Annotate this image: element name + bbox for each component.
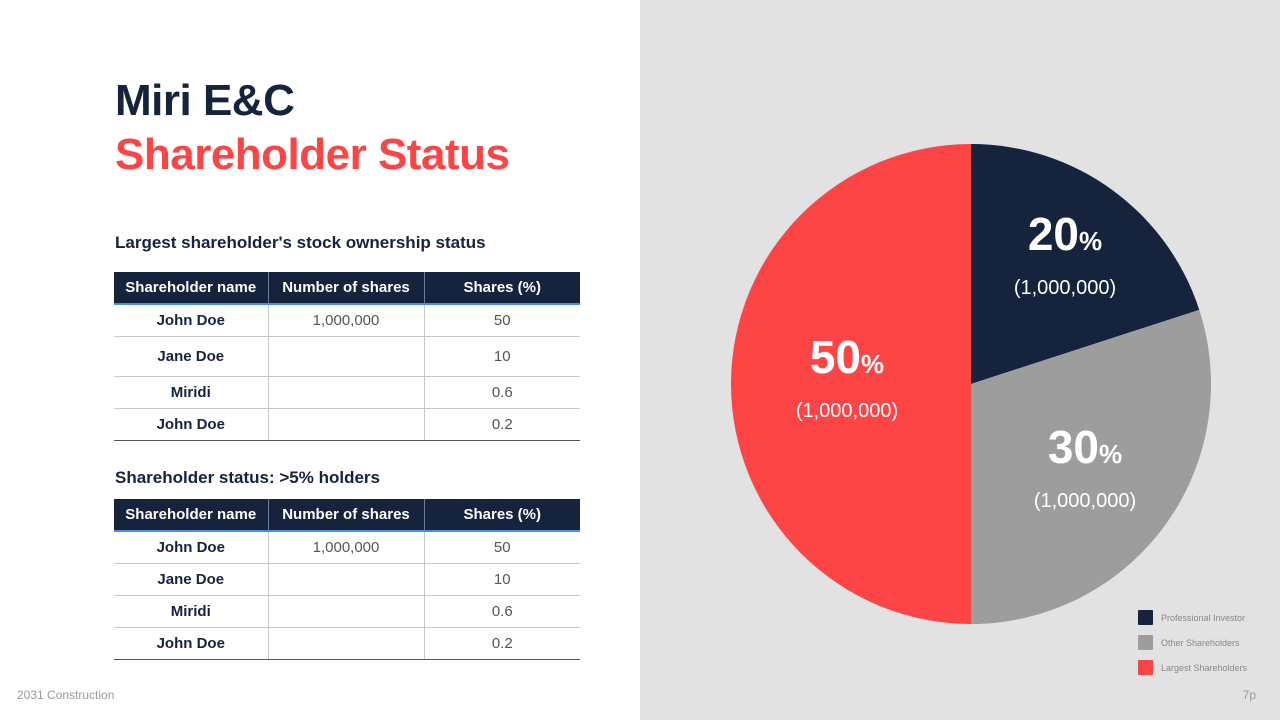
slice-percent-label: 20% xyxy=(1028,208,1102,260)
number-of-shares-cell xyxy=(267,336,424,377)
number-of-shares-cell: 1,000,000 xyxy=(267,531,424,564)
legend-item: Professional Investor xyxy=(1138,605,1247,630)
shares-percent-cell: 0.2 xyxy=(423,408,580,441)
page-subtitle: Shareholder Status xyxy=(115,130,510,179)
column-header: Number of shares xyxy=(267,272,424,305)
number-of-shares-cell: 1,000,000 xyxy=(267,304,424,337)
slice-percent-label: 30% xyxy=(1048,421,1122,473)
number-of-shares-cell xyxy=(267,595,424,628)
slice-count-label: (1,000,000) xyxy=(796,400,898,422)
legend-item: Other Shareholders xyxy=(1138,630,1247,655)
shareholder-name-cell: Miridi xyxy=(114,595,268,628)
legend-swatch xyxy=(1138,635,1153,650)
legend-swatch xyxy=(1138,610,1153,625)
page-title: Miri E&C xyxy=(115,76,295,125)
number-of-shares-cell xyxy=(267,563,424,596)
section-heading-largest: Largest shareholder's stock ownership st… xyxy=(115,233,486,252)
column-header: Shareholder name xyxy=(114,499,268,532)
slice-percent-label: 50% xyxy=(810,331,884,383)
shareholder-name-cell: John Doe xyxy=(114,531,268,564)
shares-percent-cell: 10 xyxy=(423,563,580,596)
legend-label: Other Shareholders xyxy=(1161,637,1240,648)
table-row: John Doe 1,000,000 50 xyxy=(114,304,580,337)
page-number: 7p xyxy=(1242,688,1256,702)
table-row: Miridi 0.6 xyxy=(114,595,580,628)
pie-chart: 20% (1,000,000) 30% (1,000,000) 50% (1,000,00… xyxy=(731,144,1211,624)
slice-count-label: (1,000,000) xyxy=(1034,490,1136,512)
largest-shareholder-table: Shareholder name Number of shares Shares… xyxy=(114,272,580,441)
table-row: John Doe 1,000,000 50 xyxy=(114,531,580,564)
shareholder-name-cell: John Doe xyxy=(114,408,268,441)
legend-label: Largest Shareholders xyxy=(1161,662,1248,673)
footer-company: 2031 Construction xyxy=(17,688,115,702)
number-of-shares-cell xyxy=(267,376,424,409)
legend-swatch xyxy=(1138,660,1153,675)
table-header-row: Shareholder name Number of shares Shares… xyxy=(114,499,580,532)
column-header: Number of shares xyxy=(267,499,424,532)
shares-percent-cell: 0.6 xyxy=(423,376,580,409)
pie-slice-other-shareholders xyxy=(971,309,1211,624)
chart-legend: Professional Investor Other Shareholders… xyxy=(1138,605,1247,680)
slice-count-label: (1,000,000) xyxy=(1014,277,1116,299)
holders-over-5-table: Shareholder name Number of shares Shares… xyxy=(114,499,580,660)
column-header: Shares (%) xyxy=(423,499,580,532)
column-header: Shares (%) xyxy=(423,272,580,305)
shareholder-name-cell: Miridi xyxy=(114,376,268,409)
table-row: Miridi 0.6 xyxy=(114,376,580,409)
pie-slice-professional-investor xyxy=(971,144,1200,384)
content-panel: Miri E&C Shareholder Status Largest shar… xyxy=(17,76,580,702)
legend-item: Largest Shareholders xyxy=(1138,655,1247,680)
shares-percent-cell: 50 xyxy=(423,531,580,564)
shares-percent-cell: 0.6 xyxy=(423,595,580,628)
table-header-row: Shareholder name Number of shares Shares… xyxy=(114,272,580,305)
section-heading-holders: Shareholder status: >5% holders xyxy=(115,468,380,487)
legend-label: Professional Investor xyxy=(1161,612,1246,623)
shareholder-name-cell: Jane Doe xyxy=(114,336,268,377)
table-row: Jane Doe 10 xyxy=(114,563,580,596)
shareholder-name-cell: John Doe xyxy=(114,627,268,660)
table-row: John Doe 0.2 xyxy=(114,627,580,660)
shares-percent-cell: 50 xyxy=(423,304,580,337)
number-of-shares-cell xyxy=(267,627,424,660)
shareholder-name-cell: Jane Doe xyxy=(114,563,268,596)
table-row: John Doe 0.2 xyxy=(114,408,580,441)
pie-slice-largest-shareholders xyxy=(731,144,971,624)
shares-percent-cell: 0.2 xyxy=(423,627,580,660)
table-row: Jane Doe 10 xyxy=(114,336,580,377)
shares-percent-cell: 10 xyxy=(423,336,580,377)
column-header: Shareholder name xyxy=(114,272,268,305)
number-of-shares-cell xyxy=(267,408,424,441)
shareholder-name-cell: John Doe xyxy=(114,304,268,337)
